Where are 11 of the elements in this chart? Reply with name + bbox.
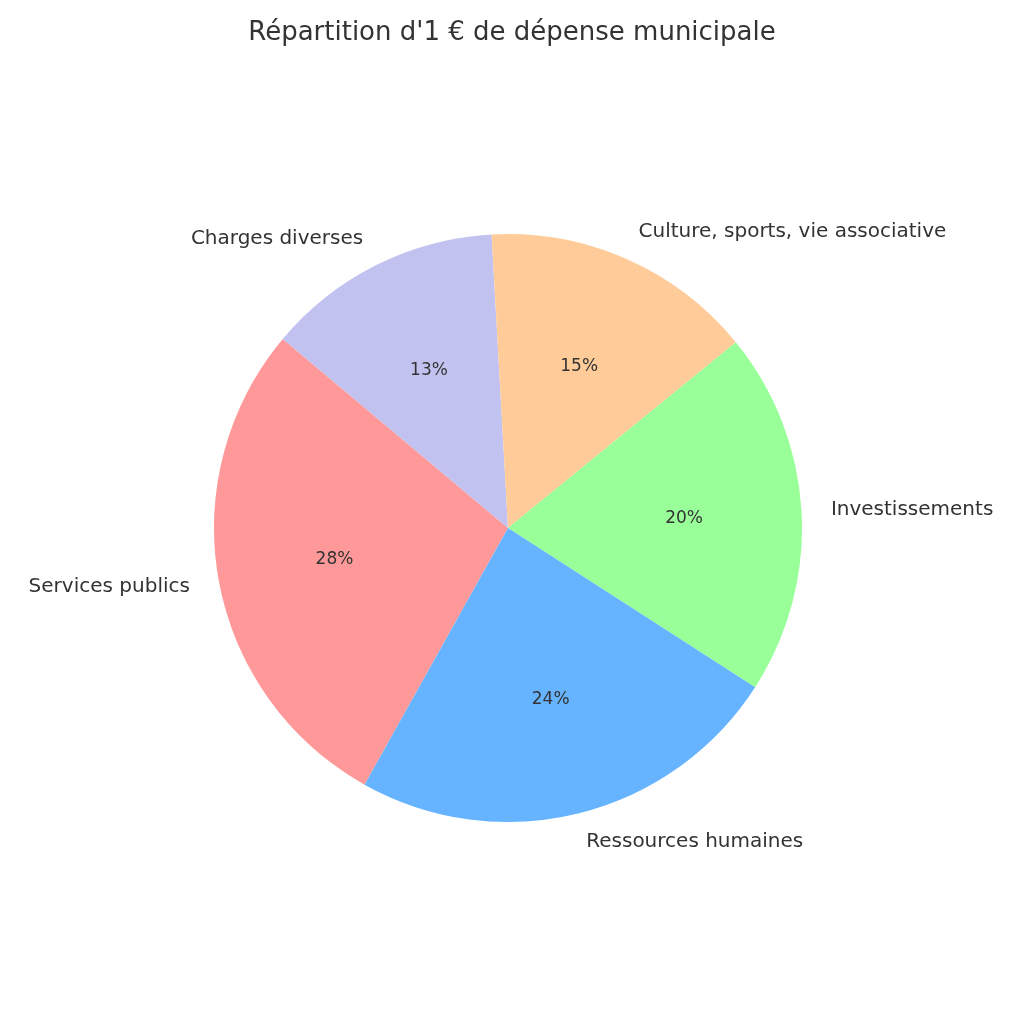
data-label: 15%	[560, 355, 599, 376]
data-label: 20%	[665, 506, 704, 527]
data-label: 13%	[410, 358, 448, 379]
data-label: 24%	[531, 687, 570, 708]
chart-title: Répartition d'1 € de dépense municipale	[248, 15, 776, 46]
slice-label: Charges diverses	[190, 225, 364, 250]
slice-label: Investissements	[830, 496, 994, 521]
slice-label: Ressources humaines	[586, 828, 804, 852]
slice-label: Services publics	[28, 572, 190, 597]
data-label: 28%	[315, 548, 354, 569]
slice-label: Culture, sports, vie associative	[638, 218, 947, 243]
